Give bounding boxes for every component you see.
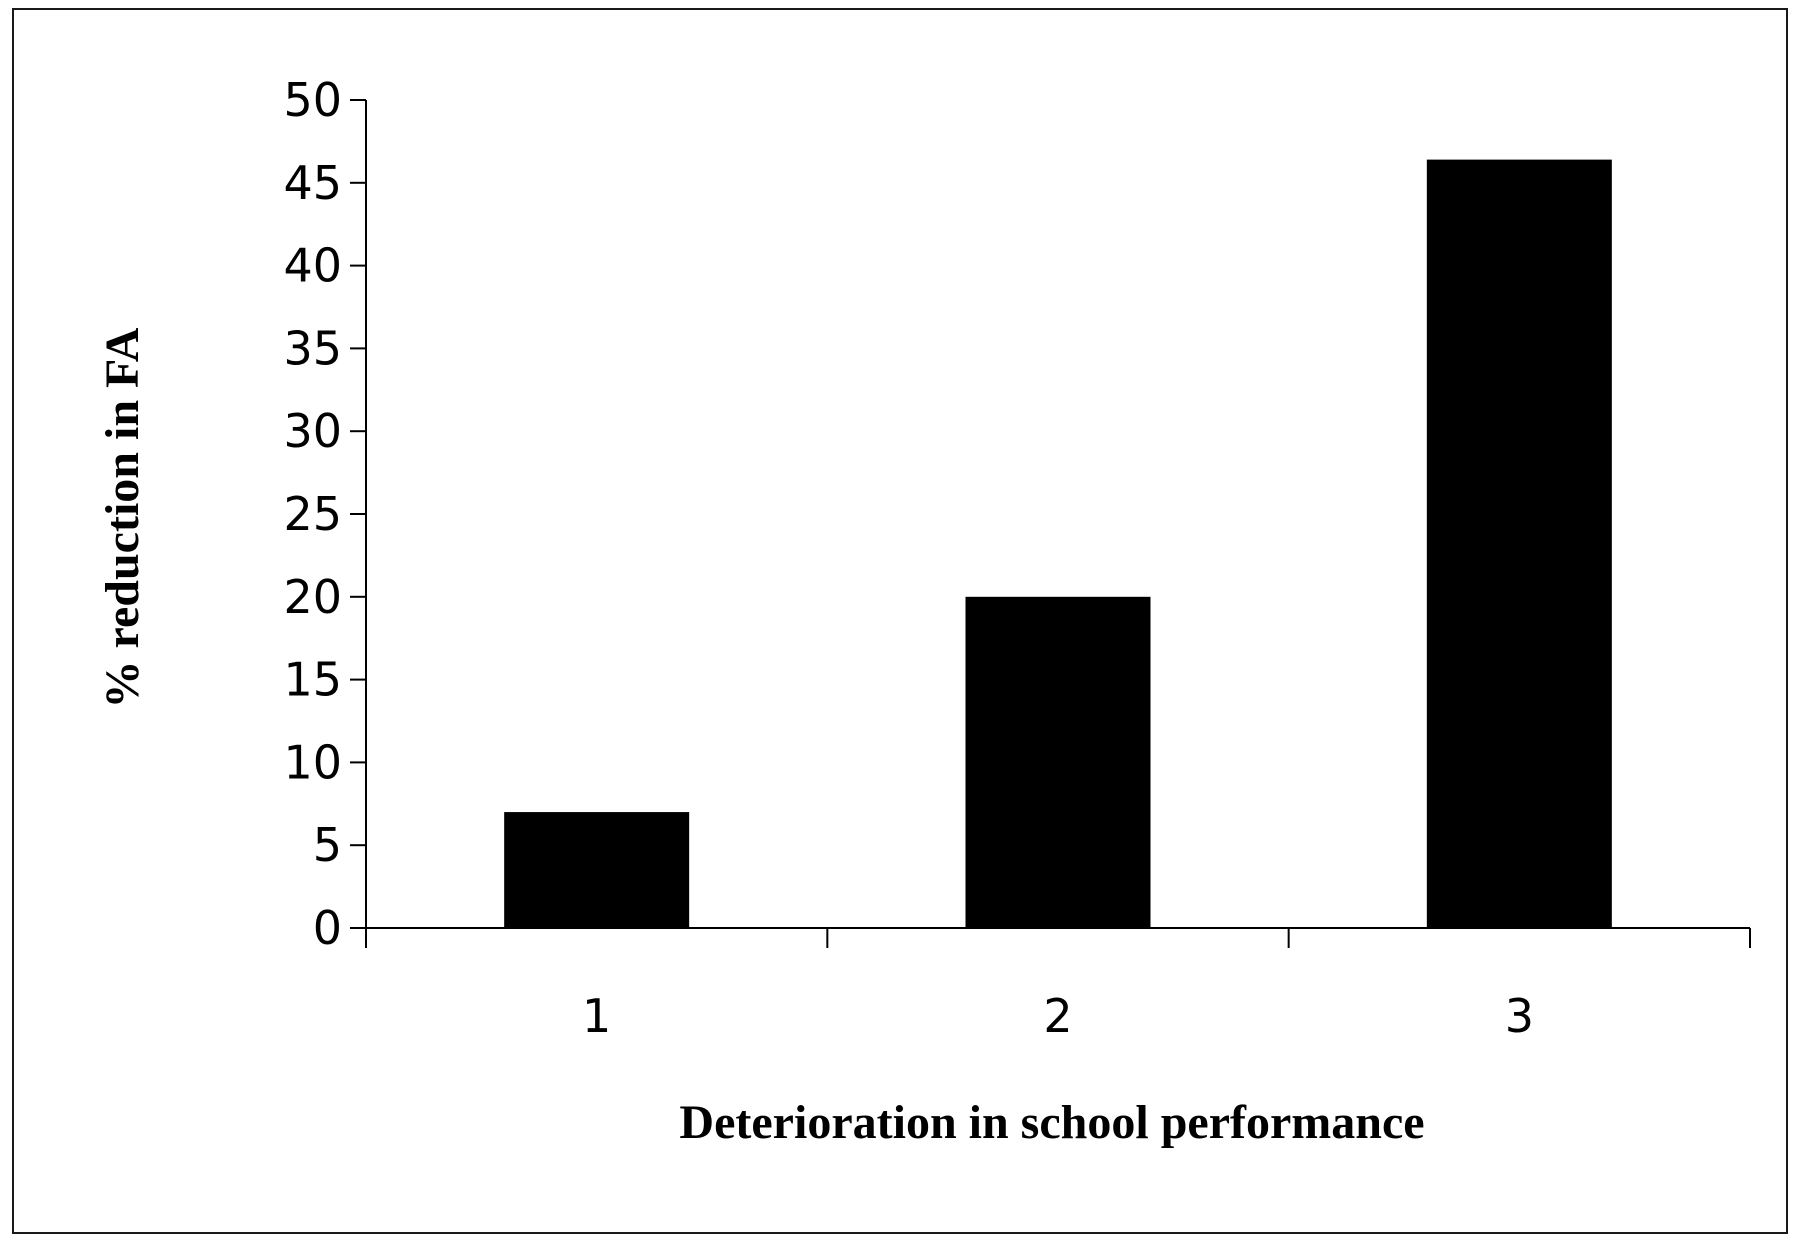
- x-tick-label: 3: [1505, 989, 1534, 1043]
- y-tick-label: 0: [313, 901, 342, 955]
- x-tick-label: 1: [582, 989, 611, 1043]
- y-tick-label: 35: [283, 321, 342, 375]
- bar-2: [965, 596, 1151, 928]
- y-tick-label: 25: [283, 487, 342, 541]
- bar-1: [504, 812, 690, 928]
- bars: [504, 159, 1612, 929]
- x-axis-title: Deterioration in school performance: [679, 1096, 1424, 1149]
- y-axis-ticks: 0 5 10 15 20 25 30 35 40 45 50: [283, 73, 366, 955]
- y-tick-label: 15: [283, 653, 342, 707]
- bar-3: [1426, 159, 1612, 929]
- y-axis-title: % reduction in FA: [96, 327, 149, 708]
- y-tick-label: 30: [283, 404, 342, 458]
- x-axis-ticks: 1 2 3: [365, 928, 1751, 1043]
- x-tick-label: 2: [1043, 989, 1072, 1043]
- y-tick-label: 45: [283, 156, 342, 210]
- y-tick-label: 40: [283, 239, 342, 293]
- y-tick-label: 10: [283, 735, 342, 789]
- y-tick-label: 5: [313, 818, 342, 872]
- y-tick-label: 50: [283, 73, 342, 127]
- y-tick-label: 20: [283, 570, 342, 624]
